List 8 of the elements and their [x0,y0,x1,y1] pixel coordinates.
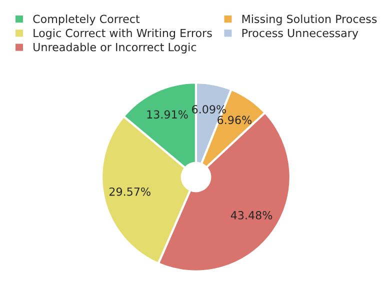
legend-label: Unreadable or Incorrect Logic [34,42,196,54]
legend-label: Process Unnecessary [242,28,358,40]
legend-label: Logic Correct with Writing Errors [34,28,212,40]
data-label: 43.48% [230,211,272,220]
legend-label: Completely Correct [33,14,140,26]
data-label: 29.57% [109,187,150,196]
legend-label: Missing Solution Process [242,14,377,26]
data-label: 13.91% [147,110,188,119]
